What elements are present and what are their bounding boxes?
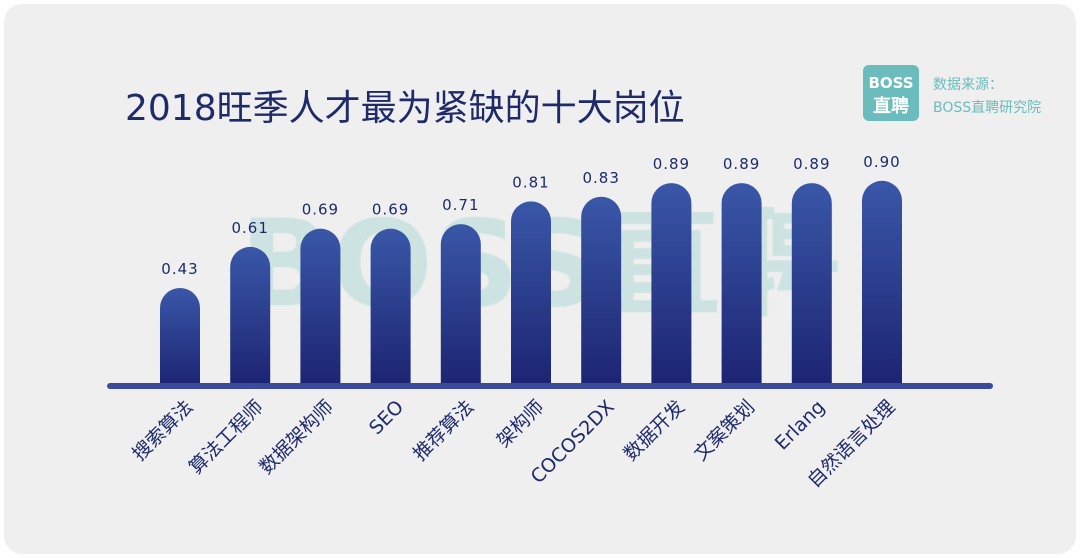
- bar-10: [862, 180, 902, 386]
- x-tick-label: Erlang: [771, 396, 830, 455]
- logo-line1: BOSS: [868, 74, 913, 92]
- bar-9: [791, 183, 832, 386]
- brand-logo: BOSS 直聘: [863, 65, 919, 121]
- data-label: 0.43: [161, 260, 198, 278]
- data-label: 0.89: [723, 155, 760, 173]
- x-tick-label: 架构师: [493, 396, 549, 452]
- chart-title: 2018旺季人才最为紧缺的十大岗位: [125, 88, 685, 129]
- x-tick-label: 搜索算法: [128, 396, 197, 465]
- x-tick-label: 推荐算法: [409, 396, 478, 465]
- bar-3: [370, 228, 411, 386]
- x-tick-label: SEO: [365, 396, 408, 439]
- data-label: 0.61: [231, 219, 268, 237]
- data-label: 0.71: [442, 196, 479, 214]
- data-label: 0.89: [793, 155, 830, 173]
- x-tick-label: 数据架构师: [255, 396, 338, 479]
- bar-0: [160, 287, 200, 386]
- bar-1: [230, 246, 271, 386]
- data-label: 0.90: [863, 153, 900, 171]
- bar-5: [511, 201, 551, 386]
- data-label: 0.81: [512, 173, 549, 191]
- data-label: 0.89: [653, 155, 690, 173]
- x-tick-label: 数据开发: [620, 396, 689, 465]
- bar-4: [440, 224, 481, 386]
- source-name: BOSS直聘研究院: [933, 99, 1041, 116]
- data-label: 0.83: [582, 169, 619, 187]
- bar-6: [581, 196, 622, 386]
- bar-8: [721, 183, 762, 386]
- logo-line2: 直聘: [873, 95, 909, 117]
- data-label: 0.69: [372, 201, 409, 219]
- x-tick-label: 文案策划: [690, 396, 759, 465]
- data-label: 0.69: [302, 201, 339, 219]
- bar-7: [651, 183, 692, 386]
- source-label: 数据来源：: [933, 77, 1003, 93]
- bar-2: [300, 228, 341, 386]
- x-tick-label: 算法工程师: [185, 396, 268, 479]
